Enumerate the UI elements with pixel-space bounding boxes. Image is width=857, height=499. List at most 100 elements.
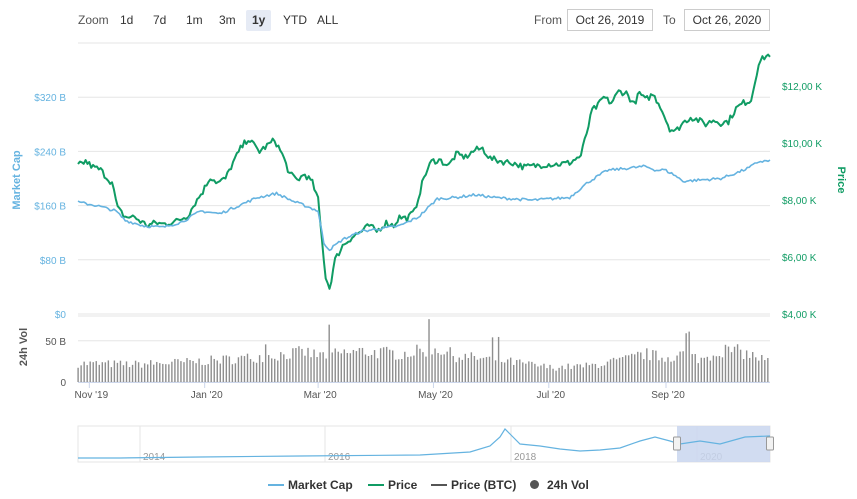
volume-bar	[500, 361, 503, 382]
volume-bar	[401, 359, 403, 382]
zoom-1y-button[interactable]: 1y	[246, 10, 272, 31]
volume-bar	[522, 362, 524, 382]
volume-bar	[168, 364, 170, 382]
volume-bar	[328, 324, 330, 382]
volume-bar	[685, 333, 687, 382]
zoom-label: Zoom	[78, 13, 109, 27]
volume-bar	[231, 364, 234, 382]
volume-bar	[89, 361, 91, 382]
axes: $0 $80 B $160 B $240 B $320 B $4,00 K $6,00 K $…	[34, 82, 822, 401]
volume-bar	[661, 357, 663, 382]
volume-bar	[222, 355, 225, 382]
volume-bar	[446, 351, 448, 382]
volume-bar	[134, 360, 137, 382]
volume-bar	[382, 347, 385, 382]
volume-bar	[531, 361, 533, 382]
volume-bar	[385, 346, 388, 382]
volume-bar	[201, 364, 203, 382]
volume-bar	[582, 367, 584, 382]
volume-bar	[286, 359, 288, 382]
volume-bar	[159, 363, 161, 382]
navigator-frame	[77, 425, 771, 463]
volume-bar	[761, 355, 763, 382]
volume-bar	[709, 360, 712, 382]
volume-bar	[736, 344, 739, 382]
right-tick-label: $8,00 K	[782, 196, 817, 207]
volume-bar	[558, 367, 560, 382]
navigator[interactable]: 2014201620182020	[77, 425, 774, 463]
volume-tick-label: 0	[60, 378, 66, 389]
zoom-ytd-button[interactable]: YTD	[283, 13, 307, 27]
volume-bar	[588, 365, 591, 382]
volume-bar	[464, 353, 467, 382]
volume-bar	[755, 357, 757, 382]
volume-bar	[715, 356, 718, 382]
volume-bar	[458, 357, 460, 382]
volume-bar	[612, 357, 615, 382]
volume-bar	[503, 362, 506, 382]
volume-bar	[310, 357, 312, 382]
chart-legend: Market Cap Price Price (BTC) 24h Vol	[0, 476, 857, 494]
volume-bar	[331, 352, 333, 382]
volume-bar	[180, 361, 182, 382]
legend-label: Market Cap	[288, 478, 353, 492]
volume-bar	[122, 365, 125, 382]
zoom-7d-button[interactable]: 7d	[153, 13, 167, 27]
volume-bar	[567, 363, 569, 382]
volume-bar	[343, 349, 346, 382]
volume-axis-title: 24h Vol	[18, 328, 30, 366]
volume-bar	[555, 370, 557, 382]
volume-bar	[688, 331, 690, 382]
x-tick-label: Jan '20	[191, 390, 223, 401]
volume-bar	[313, 349, 315, 382]
volume-bar	[210, 355, 212, 382]
zoom-3m-button[interactable]: 3m	[219, 13, 236, 27]
volume-bar	[128, 367, 131, 382]
volume-bar	[573, 365, 575, 382]
navigator-selection	[677, 426, 770, 462]
volume-bar	[764, 360, 766, 382]
volume-bar	[334, 348, 336, 382]
volume-bar	[579, 364, 581, 382]
volume-bar	[627, 355, 630, 382]
volume-bar	[631, 353, 633, 382]
volume-bar	[298, 346, 300, 382]
volume-bar	[219, 363, 221, 382]
zoom-1d-button[interactable]: 1d	[120, 13, 134, 27]
volume-bar	[624, 355, 627, 382]
volume-bar	[137, 362, 140, 382]
volume-bar	[461, 359, 463, 382]
volume-bar	[295, 348, 297, 382]
volume-bar	[240, 355, 243, 382]
volume-bar	[146, 364, 149, 382]
from-date-input[interactable]: Oct 26, 2019	[567, 9, 653, 31]
volume-bar	[739, 349, 742, 382]
zoom-all-button[interactable]: ALL	[317, 13, 339, 27]
volume-bar	[234, 363, 237, 382]
volume-bar	[289, 358, 291, 382]
volume-bar	[473, 355, 476, 382]
volume-bar	[543, 363, 545, 382]
volume-bar	[606, 361, 609, 382]
volume-bar	[667, 357, 669, 382]
volume-bar	[431, 354, 433, 382]
volume-bar	[570, 368, 572, 382]
zoom-1m-button[interactable]: 1m	[186, 13, 203, 27]
navigator-year-label: 2016	[328, 452, 351, 463]
volume-bar	[534, 363, 536, 382]
volume-bar	[576, 364, 578, 382]
volume-bar	[724, 344, 727, 382]
volume-bar	[452, 356, 454, 382]
volume-bar	[748, 357, 751, 382]
volume-bar	[546, 368, 548, 382]
volume-bar	[204, 365, 206, 382]
to-date-input[interactable]: Oct 26, 2020	[684, 9, 770, 31]
volume-bar	[358, 348, 361, 382]
volume-bar	[280, 352, 282, 382]
volume-bar	[213, 358, 215, 382]
volume-bar	[706, 356, 709, 382]
volume-bar	[455, 362, 457, 382]
volume-bar	[440, 354, 442, 382]
volume-bar	[470, 352, 473, 382]
volume-bar	[752, 352, 754, 382]
